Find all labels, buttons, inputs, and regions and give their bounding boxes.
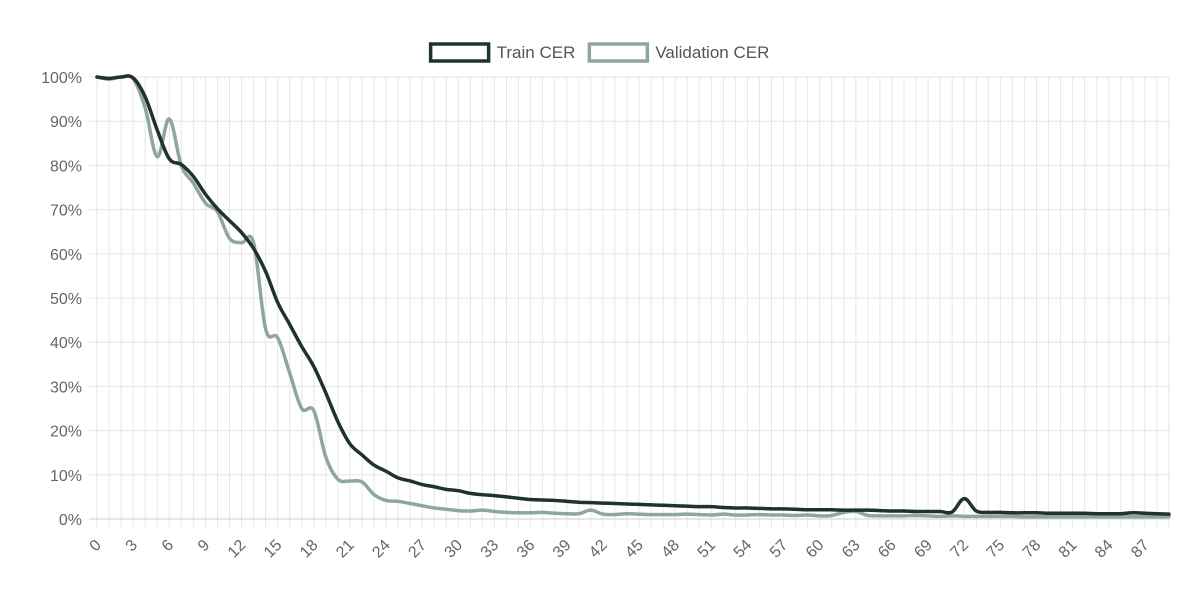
series-line-validation-cer bbox=[95, 74, 1171, 519]
series-lines bbox=[95, 74, 1171, 519]
x-tick-label: 9 bbox=[195, 537, 213, 555]
y-tick-label: 0% bbox=[59, 512, 82, 529]
legend-item-train-cer[interactable]: Train CER bbox=[428, 42, 576, 63]
x-tick-label: 51 bbox=[695, 537, 720, 562]
x-tick-label: 78 bbox=[1020, 537, 1045, 562]
x-tick-label: 60 bbox=[803, 537, 828, 562]
x-tick-label: 24 bbox=[369, 537, 394, 562]
x-tick-label: 30 bbox=[442, 537, 467, 562]
x-tick-label: 87 bbox=[1128, 537, 1153, 562]
x-tick-label: 0 bbox=[87, 537, 105, 555]
x-tick-label: 45 bbox=[622, 537, 647, 562]
x-tick-label: 6 bbox=[159, 537, 177, 555]
x-tick-label: 42 bbox=[586, 537, 611, 562]
x-tick-label: 57 bbox=[767, 537, 792, 562]
legend[interactable]: Train CER Validation CER bbox=[428, 42, 770, 63]
legend-swatch bbox=[587, 42, 650, 63]
x-tick-label: 18 bbox=[297, 537, 322, 562]
y-tick-label: 20% bbox=[50, 424, 82, 441]
legend-label: Validation CER bbox=[655, 43, 769, 62]
y-tick-label: 30% bbox=[50, 379, 82, 396]
x-tick-label: 12 bbox=[225, 537, 250, 562]
x-tick-label: 69 bbox=[911, 537, 936, 562]
x-tick-label: 39 bbox=[550, 537, 575, 562]
x-tick-label: 3 bbox=[123, 537, 141, 555]
y-tick-label: 80% bbox=[50, 158, 82, 175]
x-tick-label: 81 bbox=[1056, 537, 1081, 562]
x-tick-label: 66 bbox=[875, 537, 900, 562]
x-tick-label: 36 bbox=[514, 537, 539, 562]
x-tick-label: 84 bbox=[1092, 537, 1117, 562]
y-tick-label: 100% bbox=[41, 70, 82, 87]
y-tick-label: 40% bbox=[50, 335, 82, 352]
x-tick-label: 75 bbox=[984, 537, 1009, 562]
x-tick-label: 27 bbox=[405, 537, 430, 562]
y-tick-label: 70% bbox=[50, 203, 82, 220]
x-tick-label: 63 bbox=[839, 537, 864, 562]
grid bbox=[89, 76, 1170, 527]
axes: 0%10%20%30%40%50%60%70%80%90%100%0 3 6 9 12 1… bbox=[41, 70, 1153, 561]
x-tick-label: 21 bbox=[333, 537, 358, 562]
x-tick-label: 48 bbox=[658, 537, 683, 562]
y-tick-label: 90% bbox=[50, 114, 82, 131]
x-tick-label: 72 bbox=[947, 537, 972, 562]
legend-item-validation-cer[interactable]: Validation CER bbox=[587, 42, 769, 63]
y-tick-label: 60% bbox=[50, 247, 82, 264]
x-tick-label: 15 bbox=[261, 537, 286, 562]
x-tick-label: 33 bbox=[478, 537, 503, 562]
y-tick-label: 10% bbox=[50, 468, 82, 485]
legend-swatch bbox=[428, 42, 491, 63]
legend-label: Train CER bbox=[497, 43, 576, 62]
y-tick-label: 50% bbox=[50, 291, 82, 308]
x-tick-label: 54 bbox=[731, 537, 756, 562]
series-line-train-cer bbox=[95, 74, 1171, 516]
